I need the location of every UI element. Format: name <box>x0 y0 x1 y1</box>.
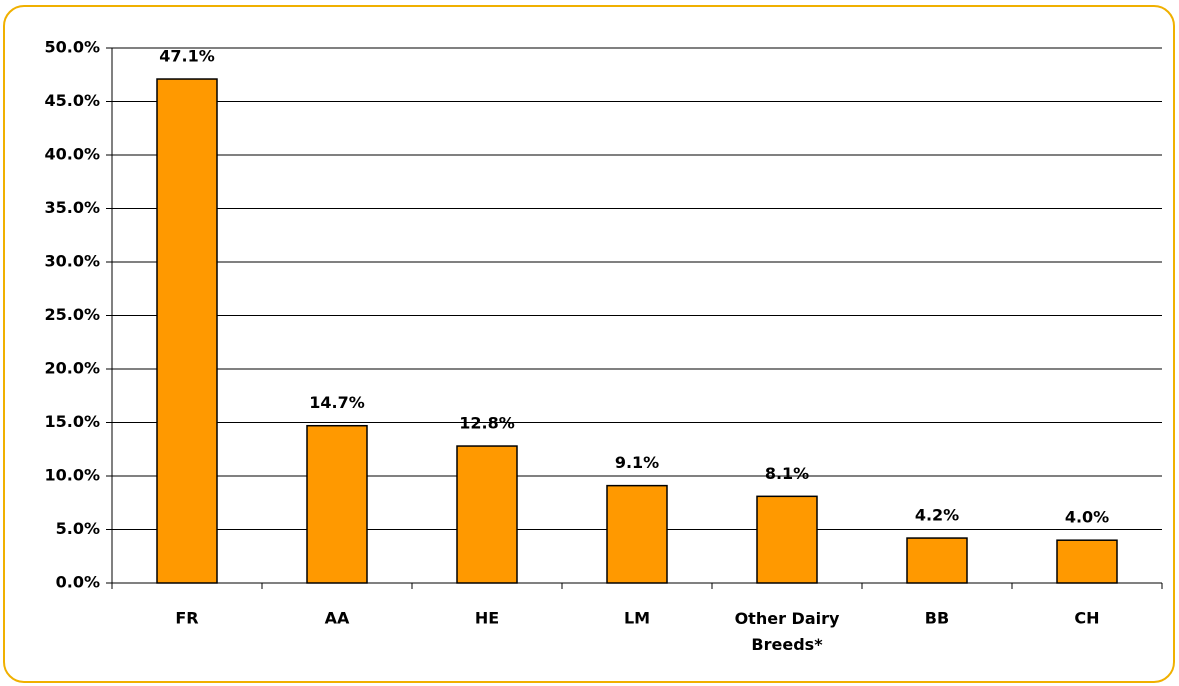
bar <box>456 445 518 584</box>
y-tick-label: 50.0% <box>44 38 100 57</box>
y-tick-label: 35.0% <box>44 198 100 217</box>
bar <box>156 78 218 584</box>
y-tick-label: 45.0% <box>44 91 100 110</box>
y-tick-label: 10.0% <box>44 466 100 485</box>
y-tick-label: 20.0% <box>44 359 100 378</box>
y-tick-label: 30.0% <box>44 252 100 271</box>
bar <box>606 484 668 584</box>
x-tick-label: HE <box>475 609 499 628</box>
data-label: 47.1% <box>159 47 215 66</box>
data-label: 12.8% <box>459 414 515 433</box>
bar <box>756 495 818 584</box>
x-tick-label: AA <box>325 609 350 628</box>
y-tick-label: 5.0% <box>56 519 100 538</box>
bar <box>1056 539 1118 584</box>
y-tick-label: 25.0% <box>44 305 100 324</box>
data-label: 8.1% <box>765 464 809 483</box>
data-label: 14.7% <box>309 393 365 412</box>
data-label: 4.2% <box>915 506 959 525</box>
chart-border <box>3 5 1175 683</box>
x-tick-label: Other Dairy Breeds* <box>735 609 840 654</box>
x-tick-label: LM <box>624 609 650 628</box>
x-tick-label: FR <box>175 609 198 628</box>
data-label: 9.1% <box>615 453 659 472</box>
y-tick-label: 15.0% <box>44 412 100 431</box>
y-tick-label: 0.0% <box>56 573 100 592</box>
bar <box>306 424 368 584</box>
x-tick-label: CH <box>1074 609 1099 628</box>
bar <box>906 537 968 584</box>
data-label: 4.0% <box>1065 508 1109 527</box>
y-tick-label: 40.0% <box>44 145 100 164</box>
x-tick-label: BB <box>925 609 949 628</box>
